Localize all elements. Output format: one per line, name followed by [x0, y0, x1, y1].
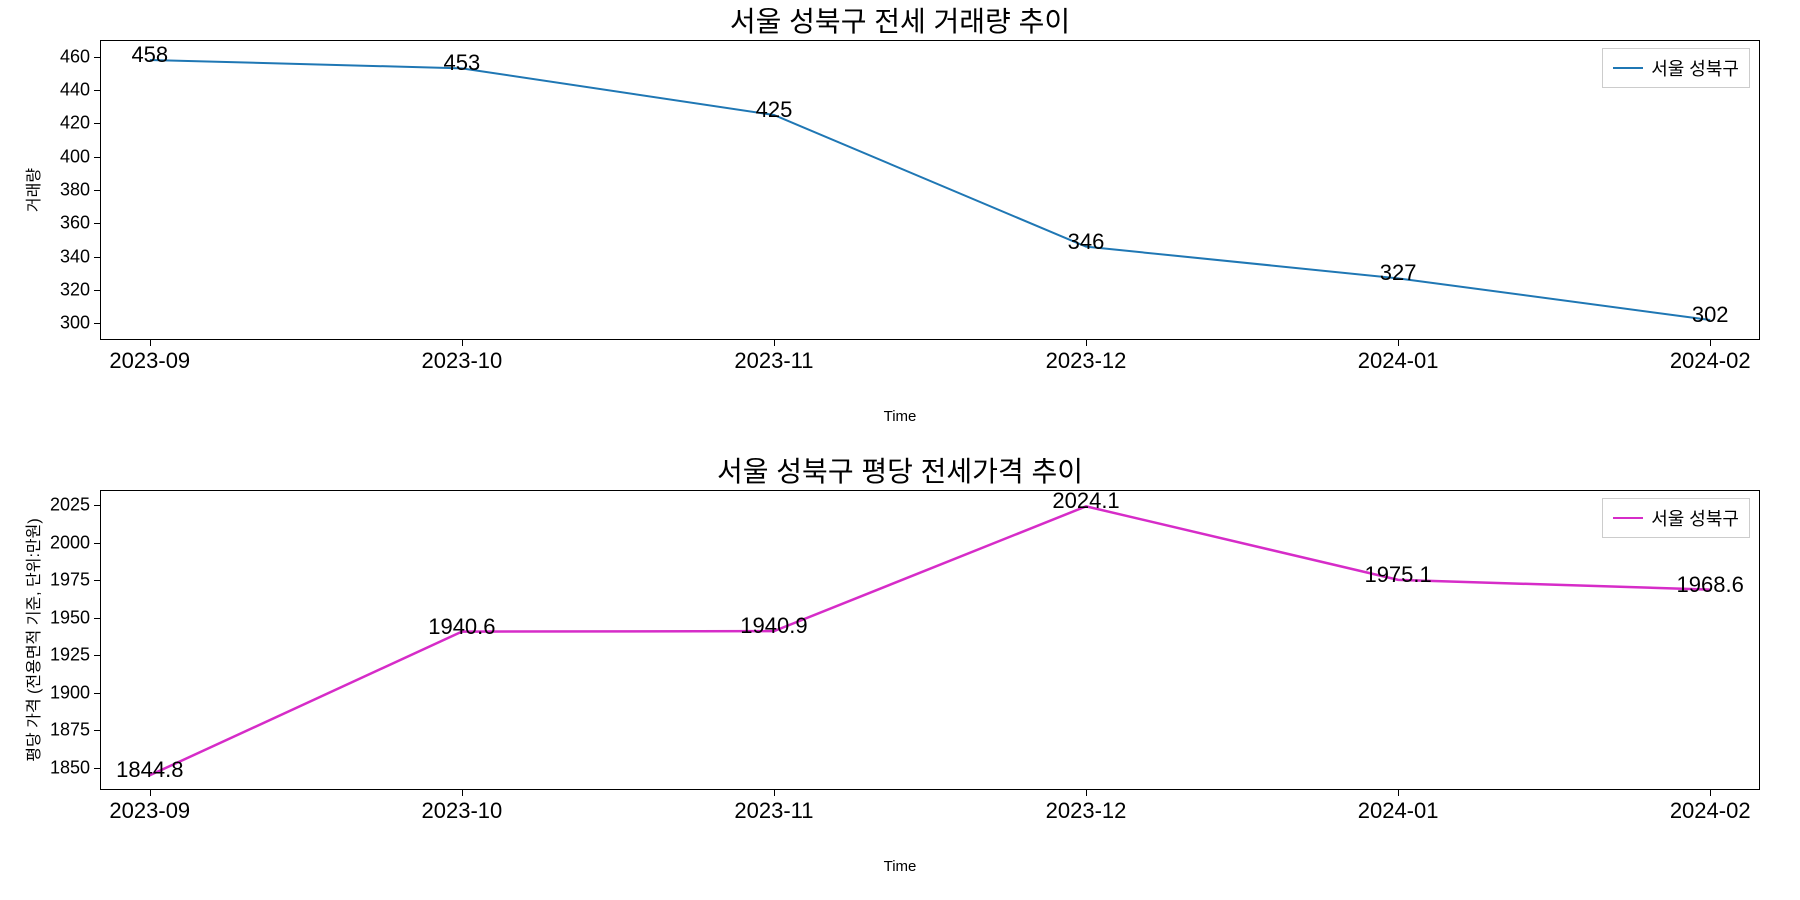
y-tick-mark — [94, 257, 100, 258]
y-tick-label: 460 — [60, 46, 90, 67]
chart-price: 서울 성북구 평당 전세가격 추이 평당 가격 (전용면적 기준, 단위:만원)… — [0, 450, 1800, 900]
y-tick-mark — [94, 768, 100, 769]
data-point-label: 1975.1 — [1364, 562, 1431, 588]
y-tick-label: 320 — [60, 280, 90, 301]
chart-line-svg — [100, 40, 1760, 340]
data-point-label: 346 — [1068, 229, 1105, 255]
y-tick-mark — [94, 655, 100, 656]
data-point-label: 1940.9 — [740, 613, 807, 639]
y-tick-mark — [94, 693, 100, 694]
chart-volume: 서울 성북구 전세 거래량 추이 거래량 Time 서울 성북구 300 320 3… — [0, 0, 1800, 450]
y-tick-mark — [94, 123, 100, 124]
chart-title: 서울 성북구 전세 거래량 추이 — [730, 0, 1070, 40]
x-tick-mark — [150, 340, 151, 346]
y-tick-label: 340 — [60, 246, 90, 267]
data-point-label: 302 — [1692, 302, 1729, 328]
x-tick-label: 2023-10 — [422, 798, 503, 824]
data-line — [150, 60, 1710, 320]
y-tick-mark — [94, 90, 100, 91]
legend: 서울 성북구 — [1602, 48, 1750, 88]
y-tick-mark — [94, 223, 100, 224]
y-tick-label: 1975 — [50, 570, 90, 591]
y-tick-label: 1850 — [50, 757, 90, 778]
x-tick-mark — [1710, 340, 1711, 346]
data-point-label: 1940.6 — [428, 614, 495, 640]
x-tick-label: 2024-01 — [1358, 348, 1439, 374]
y-tick-label: 1950 — [50, 607, 90, 628]
data-line — [150, 506, 1710, 775]
x-tick-label: 2024-02 — [1670, 348, 1751, 374]
data-point-label: 425 — [756, 97, 793, 123]
x-tick-mark — [774, 790, 775, 796]
data-point-label: 458 — [131, 42, 168, 68]
data-point-label: 2024.1 — [1052, 488, 1119, 514]
y-tick-label: 400 — [60, 146, 90, 167]
y-tick-label: 1900 — [50, 682, 90, 703]
y-tick-mark — [94, 505, 100, 506]
legend-line-swatch — [1613, 67, 1643, 69]
x-tick-label: 2024-01 — [1358, 798, 1439, 824]
x-tick-label: 2023-09 — [109, 798, 190, 824]
x-tick-label: 2023-12 — [1046, 348, 1127, 374]
x-tick-mark — [1710, 790, 1711, 796]
x-tick-mark — [1398, 790, 1399, 796]
y-tick-label: 420 — [60, 113, 90, 134]
y-tick-label: 300 — [60, 313, 90, 334]
y-tick-mark — [94, 157, 100, 158]
x-tick-label: 2024-02 — [1670, 798, 1751, 824]
y-tick-label: 1875 — [50, 720, 90, 741]
x-tick-mark — [150, 790, 151, 796]
legend-label: 서울 성북구 — [1651, 55, 1739, 81]
chart-line-svg — [100, 490, 1760, 790]
x-tick-label: 2023-09 — [109, 348, 190, 374]
y-tick-label: 360 — [60, 213, 90, 234]
x-tick-mark — [462, 790, 463, 796]
x-axis-label: Time — [884, 408, 917, 425]
y-tick-mark — [94, 730, 100, 731]
y-tick-label: 2025 — [50, 495, 90, 516]
data-point-label: 1844.8 — [116, 757, 183, 783]
x-tick-mark — [1086, 340, 1087, 346]
x-tick-label: 2023-11 — [734, 348, 813, 374]
chart-title: 서울 성북구 평당 전세가격 추이 — [717, 450, 1083, 490]
legend: 서울 성북구 — [1602, 498, 1750, 538]
y-tick-label: 1925 — [50, 645, 90, 666]
x-tick-mark — [1398, 340, 1399, 346]
x-tick-mark — [462, 340, 463, 346]
y-tick-mark — [94, 543, 100, 544]
y-tick-mark — [94, 290, 100, 291]
data-point-label: 1968.6 — [1677, 572, 1744, 598]
y-tick-label: 2000 — [50, 532, 90, 553]
x-tick-mark — [774, 340, 775, 346]
y-tick-mark — [94, 57, 100, 58]
y-tick-mark — [94, 190, 100, 191]
y-axis-label: 평당 가격 (전용면적 기준, 단위:만원) — [20, 518, 44, 761]
data-point-label: 453 — [444, 50, 481, 76]
y-tick-mark — [94, 618, 100, 619]
x-tick-label: 2023-10 — [422, 348, 503, 374]
x-tick-mark — [1086, 790, 1087, 796]
y-tick-mark — [94, 580, 100, 581]
data-point-label: 327 — [1380, 260, 1417, 286]
x-axis-label: Time — [884, 858, 917, 875]
legend-label: 서울 성북구 — [1651, 505, 1739, 531]
legend-line-swatch — [1613, 517, 1643, 519]
x-tick-label: 2023-11 — [734, 798, 813, 824]
y-tick-label: 440 — [60, 80, 90, 101]
y-tick-mark — [94, 323, 100, 324]
x-tick-label: 2023-12 — [1046, 798, 1127, 824]
y-axis-label: 거래량 — [20, 168, 44, 212]
y-tick-label: 380 — [60, 180, 90, 201]
